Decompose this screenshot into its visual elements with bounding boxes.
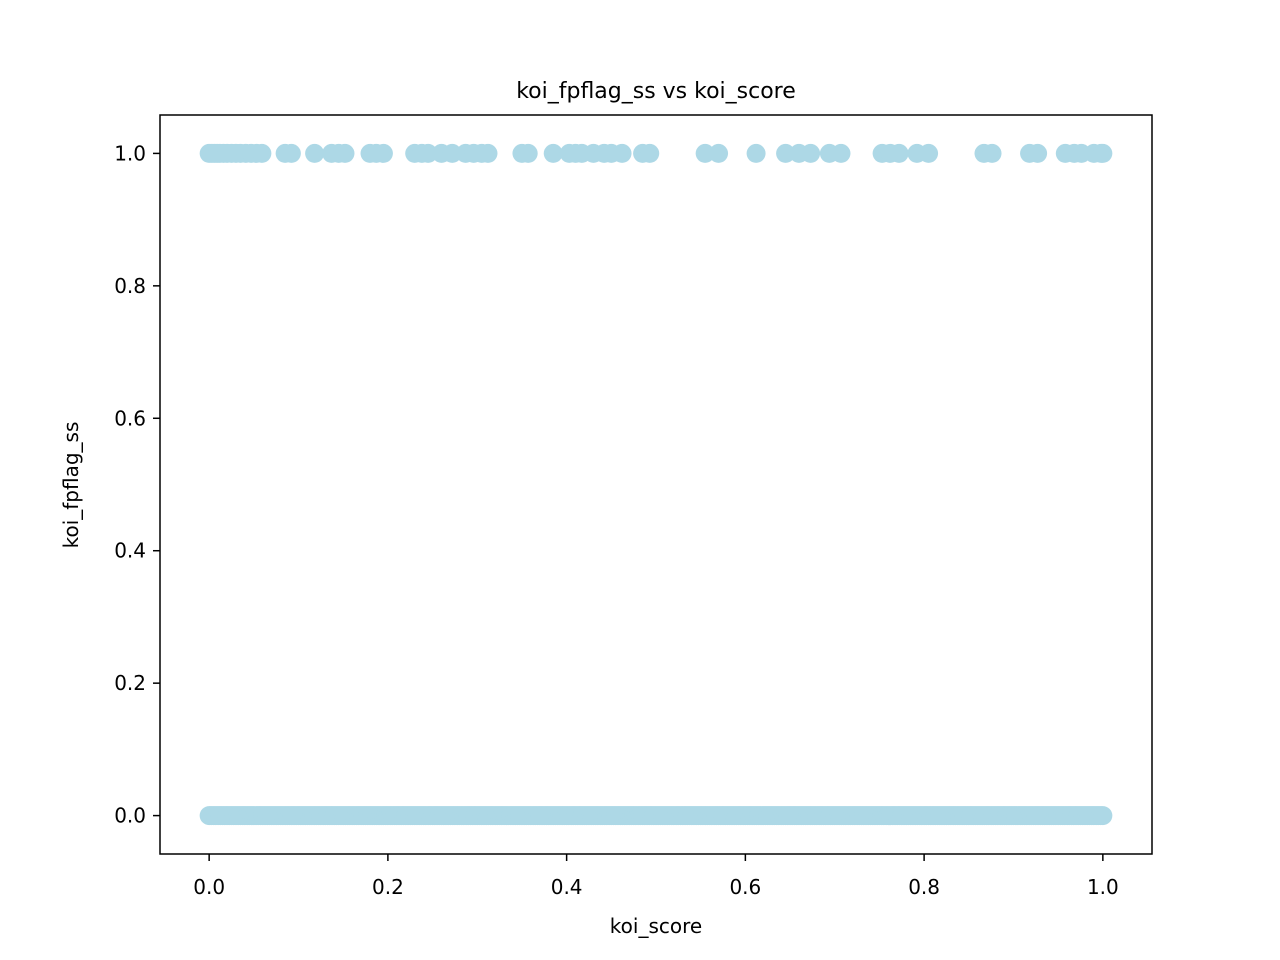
scatter-point	[1093, 143, 1113, 163]
y-tick-label: 0.4	[114, 539, 146, 563]
plot-area-frame	[159, 114, 1153, 855]
scatter-point	[709, 143, 729, 163]
scatter-point	[1093, 806, 1113, 826]
scatter-point	[640, 143, 660, 163]
scatter-point	[695, 143, 715, 163]
scatter-point	[281, 143, 301, 163]
y-axis-ticks: 0.0 0.2 0.4 0.6 0.8 1.0	[114, 141, 160, 828]
scatter-point	[373, 143, 393, 163]
x-tick-label: 1.0	[1087, 875, 1119, 899]
scatter-point	[982, 143, 1002, 163]
scatter-point	[746, 143, 766, 163]
scatter-point	[1028, 143, 1048, 163]
scatter-point	[543, 143, 563, 163]
scatter-point	[518, 143, 538, 163]
chart-title: koi_fpflag_ss vs koi_score	[516, 79, 796, 104]
scatter-points	[199, 143, 1113, 826]
scatter-point	[776, 143, 796, 163]
y-axis-label: koi_fpflag_ss	[59, 422, 83, 549]
scatter-point	[442, 143, 462, 163]
scatter-point	[252, 143, 272, 163]
scatter-point	[801, 143, 821, 163]
scatter-point	[919, 143, 939, 163]
x-tick-label: 0.6	[729, 875, 761, 899]
scatter-point	[612, 143, 632, 163]
y-tick-label: 0.8	[114, 274, 146, 298]
scatter-point	[335, 143, 355, 163]
scatter-point	[305, 143, 325, 163]
x-tick-label: 0.0	[193, 875, 225, 899]
x-axis-label: koi_score	[610, 914, 702, 938]
x-tick-label: 0.8	[908, 875, 940, 899]
y-tick-label: 0.0	[114, 804, 146, 828]
y-tick-label: 0.2	[114, 671, 146, 695]
x-axis-ticks: 0.0 0.2 0.4 0.6 0.8 1.0	[193, 854, 1119, 899]
scatter-point	[831, 143, 851, 163]
y-tick-label: 0.6	[114, 406, 146, 430]
y-tick-label: 1.0	[114, 141, 146, 165]
x-tick-label: 0.4	[551, 875, 583, 899]
x-tick-label: 0.2	[372, 875, 404, 899]
scatter-point	[418, 143, 438, 163]
scatter-point	[478, 143, 498, 163]
scatter-point	[889, 143, 909, 163]
